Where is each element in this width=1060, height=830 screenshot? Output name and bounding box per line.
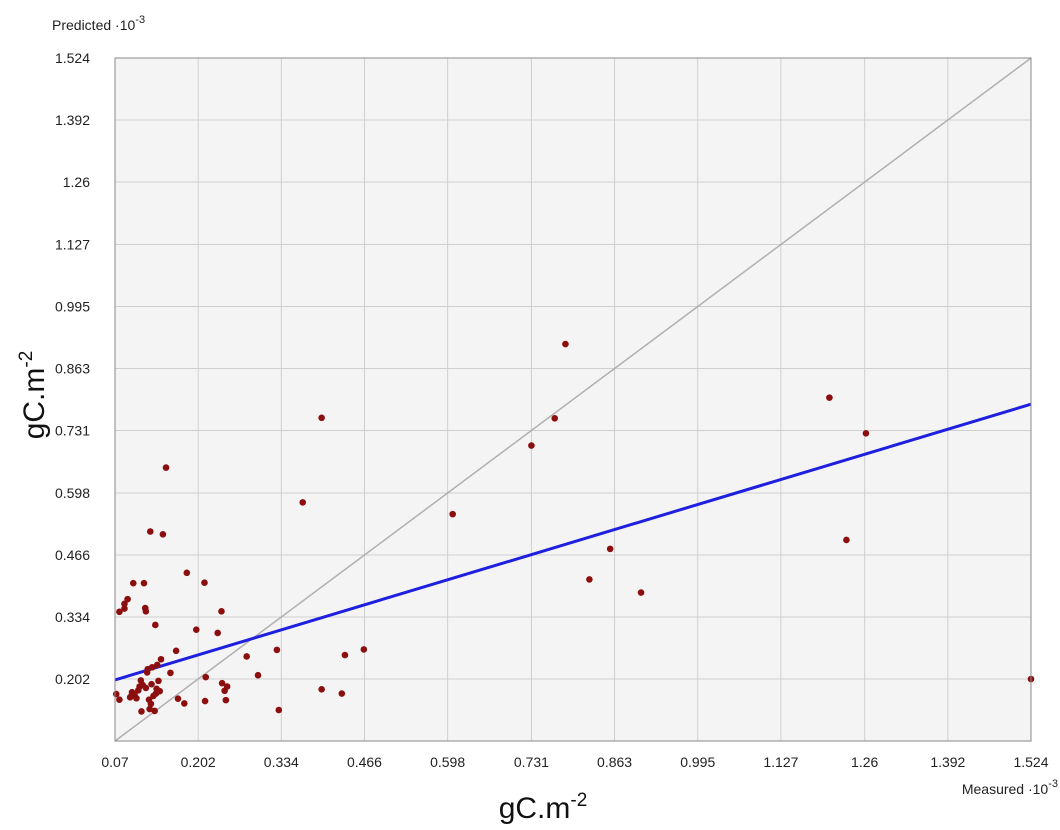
data-point-4	[121, 600, 128, 608]
data-point-45	[192, 626, 200, 633]
data-point-55	[243, 653, 250, 660]
y-tick-label-5: 0.863	[55, 360, 90, 376]
x-tick-label-6: 0.863	[597, 754, 632, 770]
data-point-44	[183, 569, 191, 577]
data-point-19	[142, 608, 150, 615]
y-tick-label-9: 1.392	[55, 112, 90, 128]
data-point-70	[606, 545, 614, 553]
data-point-46	[201, 579, 208, 586]
y-tick-label-1: 0.334	[55, 609, 90, 625]
data-points	[112, 340, 1035, 715]
data-point-38	[159, 531, 167, 538]
data-point-57	[273, 646, 281, 654]
data-point-40	[167, 669, 174, 677]
identity-line	[114, 57, 1032, 742]
data-point-41	[172, 647, 180, 655]
data-point-25	[146, 528, 154, 535]
y-tick-label-7: 1.127	[55, 236, 90, 252]
x-corner-label: Measured ·10-3	[962, 778, 1058, 797]
y-axis-label: gC.m-2	[16, 351, 51, 440]
data-point-47	[201, 697, 209, 705]
x-tick-label-2: 0.334	[264, 754, 299, 770]
data-point-69	[586, 576, 593, 583]
data-point-62	[338, 690, 346, 697]
x-tick-label-5: 0.731	[514, 754, 549, 770]
y-tick-label-0: 0.202	[55, 671, 90, 687]
data-point-74	[862, 430, 870, 437]
reference-lines	[114, 57, 1032, 742]
data-point-66	[528, 442, 535, 449]
x-tick-label-1: 0.202	[181, 754, 216, 770]
y-tick-label-8: 1.26	[63, 174, 90, 190]
data-point-31	[152, 621, 159, 629]
data-point-2	[116, 608, 123, 616]
data-point-9	[129, 579, 137, 587]
y-tick-label-4: 0.731	[55, 423, 90, 439]
data-point-1	[116, 696, 123, 703]
data-point-48	[202, 673, 210, 681]
data-point-35	[155, 677, 162, 685]
data-point-64	[360, 646, 368, 653]
data-point-50	[218, 608, 225, 615]
data-point-0	[112, 690, 120, 698]
x-tick-labels: 0.07 0.202 0.334 0.466 0.598 0.731 0.863 0.995 1…	[101, 754, 1048, 770]
data-point-68	[562, 340, 569, 348]
data-point-63	[341, 651, 349, 659]
data-point-30	[151, 707, 158, 715]
y-tick-label-3: 0.598	[55, 485, 90, 501]
data-point-17	[140, 579, 148, 587]
x-tick-label-8: 1.127	[763, 754, 798, 770]
data-point-39	[162, 464, 170, 471]
data-point-27	[148, 680, 155, 688]
y-tick-label-2: 0.466	[55, 547, 90, 563]
data-point-11	[133, 694, 140, 702]
regression-line	[114, 402, 1032, 682]
x-tick-label-9: 1.26	[851, 754, 878, 770]
y-corner-label: Predicted ·10-3	[52, 14, 145, 33]
plot-frame	[114, 57, 1032, 742]
data-point-3	[121, 605, 128, 612]
y-tick-labels: 0.202 0.334 0.466 0.598 0.731 0.863 0.995 1.127…	[55, 50, 90, 687]
data-point-72	[826, 394, 833, 401]
data-point-36	[156, 687, 164, 695]
data-point-26	[147, 700, 155, 708]
x-tick-label-11: 1.524	[1013, 754, 1048, 770]
x-tick-label-4: 0.598	[430, 754, 465, 770]
x-tick-label-3: 0.466	[347, 754, 382, 770]
data-point-73	[843, 536, 850, 544]
data-point-20	[142, 684, 150, 692]
data-point-54	[223, 683, 231, 690]
data-point-5	[124, 595, 131, 603]
grid	[114, 57, 1032, 741]
data-point-15	[138, 708, 145, 715]
x-tick-label-0: 0.07	[101, 754, 128, 770]
data-point-65	[449, 510, 456, 518]
data-point-28	[148, 663, 156, 671]
data-point-51	[218, 679, 226, 687]
x-tick-label-10: 1.392	[930, 754, 965, 770]
x-axis-label: gC.m-2	[499, 790, 588, 825]
data-point-53	[222, 696, 230, 704]
data-point-56	[254, 671, 262, 679]
data-point-59	[299, 499, 307, 506]
data-point-49	[214, 629, 221, 637]
data-point-34	[153, 661, 161, 669]
data-point-37	[157, 655, 165, 663]
data-point-61	[318, 686, 325, 693]
y-tick-label-10: 1.524	[55, 50, 90, 66]
data-point-67	[551, 414, 559, 422]
y-tick-label-6: 0.995	[55, 298, 90, 314]
data-point-71	[637, 589, 645, 596]
data-point-43	[180, 700, 188, 707]
x-tick-label-7: 0.995	[680, 754, 715, 770]
data-point-60	[318, 414, 325, 422]
data-point-24	[146, 705, 153, 713]
data-point-42	[174, 695, 182, 703]
data-point-58	[275, 706, 283, 714]
